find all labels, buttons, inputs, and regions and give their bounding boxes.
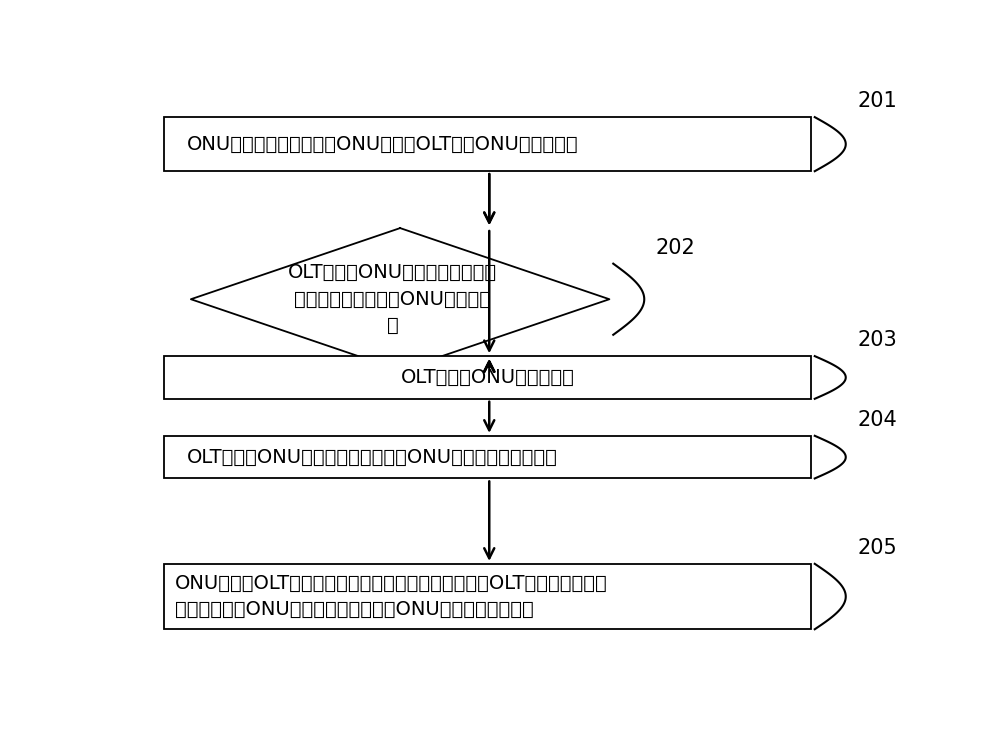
- Text: 203: 203: [857, 330, 897, 350]
- Text: ONU上电，除本地注册的ONU外，向OLT发送ONU的注册信息: ONU上电，除本地注册的ONU外，向OLT发送ONU的注册信息: [187, 134, 579, 154]
- Polygon shape: [191, 228, 609, 370]
- Bar: [164, 436, 811, 478]
- Text: 202: 202: [656, 238, 696, 258]
- Text: OLT更新该ONU的注册信息: OLT更新该ONU的注册信息: [400, 368, 574, 387]
- Text: 204: 204: [857, 410, 897, 430]
- Text: 205: 205: [857, 538, 897, 558]
- Bar: [164, 356, 811, 399]
- Text: OLT保存该ONU的注册信息，并为该ONU分配内部唯一注册号: OLT保存该ONU的注册信息，并为该ONU分配内部唯一注册号: [187, 448, 558, 466]
- Text: ONU接收到OLT的携带内部注册号的响应消息后，记录OLT分配的内部注册
号信息，更新ONU的注册信息，同时将ONU的状态更新为空闲: ONU接收到OLT的携带内部注册号的响应消息后，记录OLT分配的内部注册 号信息…: [175, 573, 608, 619]
- Text: OLT接收到ONU的注册信息后，查
找本地记录是否有此ONU的注册信
息: OLT接收到ONU的注册信息后，查 找本地记录是否有此ONU的注册信 息: [288, 263, 497, 336]
- Text: 201: 201: [857, 92, 897, 112]
- Bar: [164, 564, 811, 629]
- Bar: [164, 117, 811, 171]
